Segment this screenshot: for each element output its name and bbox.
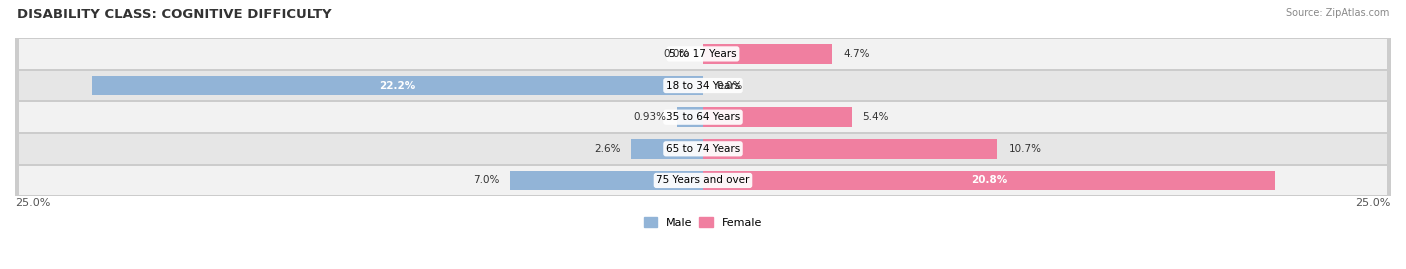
Text: 7.0%: 7.0% xyxy=(472,175,499,185)
Text: 0.0%: 0.0% xyxy=(664,49,689,59)
Text: 22.2%: 22.2% xyxy=(380,80,416,91)
Bar xyxy=(15,101,1391,133)
Text: 5.4%: 5.4% xyxy=(863,112,889,122)
Text: 25.0%: 25.0% xyxy=(1355,198,1391,208)
Text: 35 to 64 Years: 35 to 64 Years xyxy=(666,112,740,122)
Bar xyxy=(703,171,1275,190)
Bar xyxy=(20,134,1386,164)
Text: 0.0%: 0.0% xyxy=(717,80,742,91)
Bar xyxy=(15,70,1391,101)
Bar xyxy=(678,107,703,127)
Bar xyxy=(15,38,1391,70)
Text: 2.6%: 2.6% xyxy=(593,144,620,154)
Legend: Male, Female: Male, Female xyxy=(644,217,762,228)
Bar xyxy=(631,139,703,159)
Text: 0.93%: 0.93% xyxy=(633,112,666,122)
Text: 25.0%: 25.0% xyxy=(15,198,51,208)
Bar xyxy=(20,39,1386,69)
Text: 18 to 34 Years: 18 to 34 Years xyxy=(666,80,740,91)
Bar xyxy=(20,102,1386,132)
Text: 75 Years and over: 75 Years and over xyxy=(657,175,749,185)
Bar xyxy=(91,76,703,95)
Bar xyxy=(703,44,832,64)
Bar xyxy=(510,171,703,190)
Text: 65 to 74 Years: 65 to 74 Years xyxy=(666,144,740,154)
Text: Source: ZipAtlas.com: Source: ZipAtlas.com xyxy=(1285,8,1389,18)
Bar xyxy=(703,107,852,127)
Text: 5 to 17 Years: 5 to 17 Years xyxy=(669,49,737,59)
Text: 4.7%: 4.7% xyxy=(844,49,870,59)
Bar xyxy=(20,166,1386,195)
Bar xyxy=(15,133,1391,165)
Bar xyxy=(703,139,997,159)
Bar xyxy=(20,71,1386,100)
Text: 10.7%: 10.7% xyxy=(1008,144,1042,154)
Bar xyxy=(15,165,1391,196)
Text: 20.8%: 20.8% xyxy=(972,175,1007,185)
Text: DISABILITY CLASS: COGNITIVE DIFFICULTY: DISABILITY CLASS: COGNITIVE DIFFICULTY xyxy=(17,8,332,21)
